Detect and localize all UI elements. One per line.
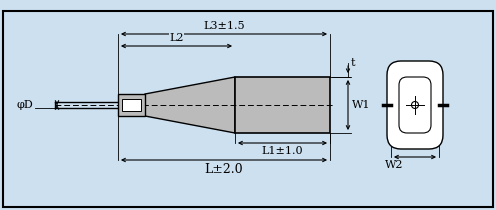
Polygon shape <box>145 77 235 133</box>
Bar <box>118 94 145 116</box>
Circle shape <box>412 101 419 109</box>
Text: L2: L2 <box>169 33 184 43</box>
Text: L1±1.0: L1±1.0 <box>262 146 304 156</box>
Text: L3±1.5: L3±1.5 <box>203 21 245 31</box>
FancyBboxPatch shape <box>387 61 443 149</box>
Text: φD: φD <box>16 100 33 110</box>
Bar <box>122 99 141 111</box>
FancyBboxPatch shape <box>399 77 431 133</box>
Text: W1: W1 <box>352 100 371 110</box>
Bar <box>235 77 330 133</box>
Text: t: t <box>351 58 356 68</box>
Text: L±2.0: L±2.0 <box>205 163 244 176</box>
Text: W2: W2 <box>384 160 403 170</box>
